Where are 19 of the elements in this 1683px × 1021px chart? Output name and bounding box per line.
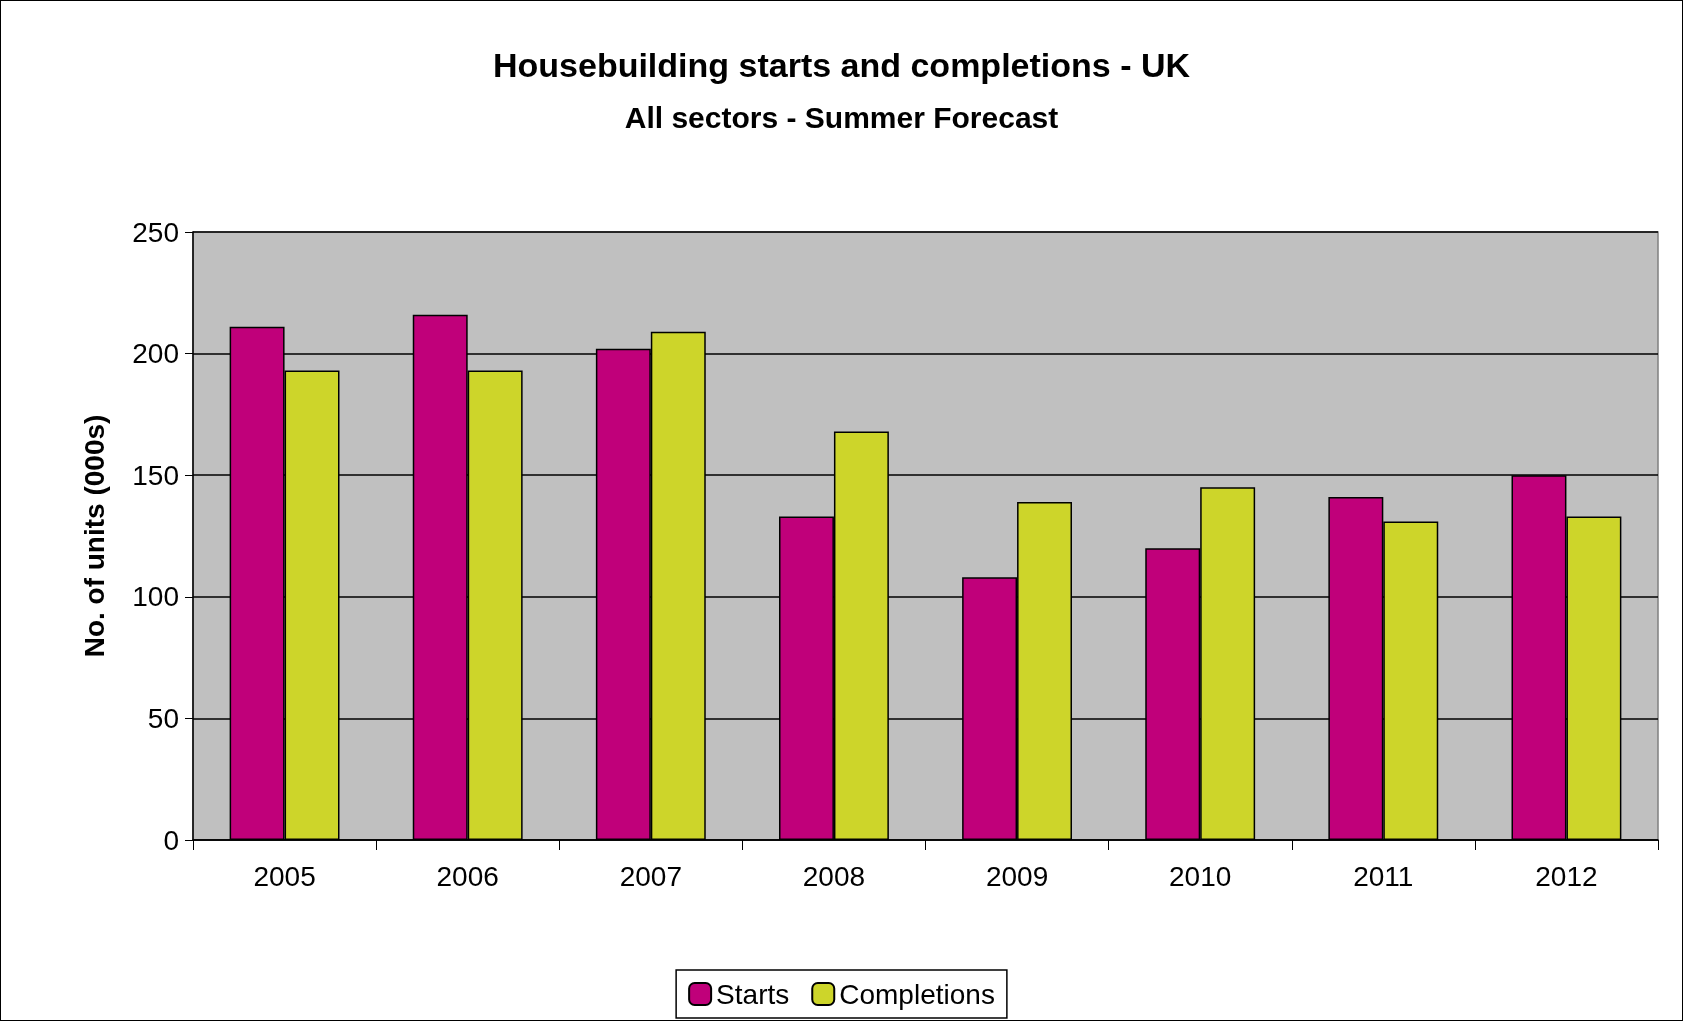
x-tick-label: 2005 <box>253 860 316 892</box>
y-tick-label: 0 <box>163 824 179 856</box>
legend-label: Starts <box>716 978 790 1010</box>
chart-title: Housebuilding starts and completions - UK <box>492 46 1191 84</box>
x-tick-label: 2008 <box>802 860 866 892</box>
legend-label: Completions <box>839 978 995 1010</box>
x-tick-label: 2010 <box>1169 860 1232 892</box>
x-tick-label: 2007 <box>619 860 682 892</box>
x-tick-label: 2006 <box>436 860 499 892</box>
y-tick-label: 200 <box>132 338 179 370</box>
y-tick-label: 100 <box>132 581 179 613</box>
chart-subtitle: All sectors - Summer Forecast <box>624 100 1059 134</box>
y-axis-title: No. of units (000s) <box>78 414 110 658</box>
x-tick-label: 2012 <box>1535 860 1598 892</box>
y-tick-label: 50 <box>147 702 179 734</box>
y-tick-label: 250 <box>132 216 179 248</box>
x-tick-label: 2009 <box>985 860 1049 892</box>
y-tick-label: 150 <box>132 459 179 491</box>
x-tick-label: 2011 <box>1353 860 1414 892</box>
